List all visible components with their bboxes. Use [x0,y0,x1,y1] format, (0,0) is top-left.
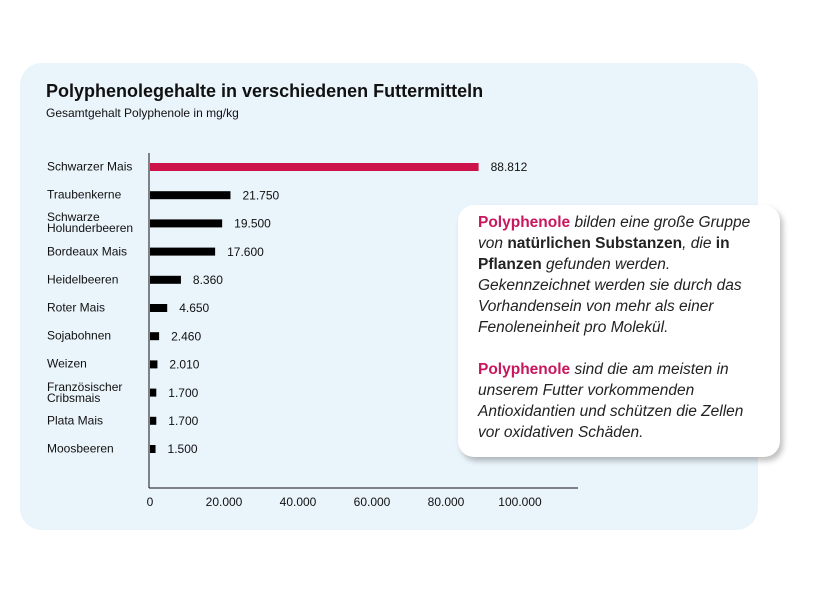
category-label: Bordeaux Mais [47,244,128,259]
category-label: Roter Mais [47,300,106,315]
bar [150,219,223,228]
annotation-text: bilden eine große Gruppe von [478,214,751,252]
annotation-paragraph: Polyphenole bilden eine große Gruppe von… [478,212,766,338]
x-tick-label: 80.000 [428,495,465,509]
annotation-text: sind die am meisten in unserem Futter vo… [478,361,744,441]
category-label: Heidelbeeren [47,272,119,287]
category-label: Französischer Cribsmais [47,379,123,405]
x-tick-label: 40.000 [280,495,317,509]
category-label: Weizen [47,356,87,371]
annotation-text: in Pflanzen [478,235,730,273]
category-label: Schwarzer Mais [47,159,133,174]
value-label: 17.600 [227,245,264,259]
value-label: 2.460 [171,329,201,343]
category-label: Schwarze Holunderbeeren [47,210,134,236]
value-label: 21.750 [242,188,279,202]
annotation-paragraph: Polyphenole sind die am meisten in unser… [478,359,766,443]
annotation-text: gefunden werden. Gekennzeichnet werden s… [478,256,742,336]
bar [150,416,157,425]
value-label: 1.700 [168,414,198,428]
category-label: Plata Mais [47,413,104,428]
category-label: Sojabohnen [47,328,112,343]
x-tick-label: 100.000 [498,495,542,509]
value-label: 1.700 [168,386,198,400]
bar [150,360,158,369]
chart-subtitle: Gesamtgehalt Polyphenole in mg/kg [46,106,239,120]
category-label: Moosbeeren [47,441,114,456]
bar [150,304,168,312]
x-tick-label: 0 [147,495,154,509]
value-label: 88.812 [491,160,528,174]
value-label: 1.500 [168,442,198,456]
bar [150,332,160,341]
x-tick-label: 60.000 [354,495,391,509]
value-label: 4.650 [179,301,209,315]
value-label: 2.010 [169,358,199,372]
bar [150,275,181,284]
bar [150,163,479,171]
value-label: 19.500 [234,217,271,231]
annotation-text: Polyphenole [478,214,571,231]
bar [150,388,157,397]
annotation-box: Polyphenole bilden eine große Gruppe von… [458,205,780,457]
annotation-text: Polyphenole [478,361,571,378]
category-label: Traubenkerne [47,187,122,202]
value-label: 8.360 [193,273,223,287]
annotation-text: natürlichen Substanzen [507,235,683,252]
annotation-text: , die [682,235,716,252]
chart-title: Polyphenolegehalte in verschiedenen Futt… [46,81,483,101]
bar [150,191,231,200]
bar [150,247,216,256]
bar [150,445,156,453]
x-tick-label: 20.000 [206,495,243,509]
